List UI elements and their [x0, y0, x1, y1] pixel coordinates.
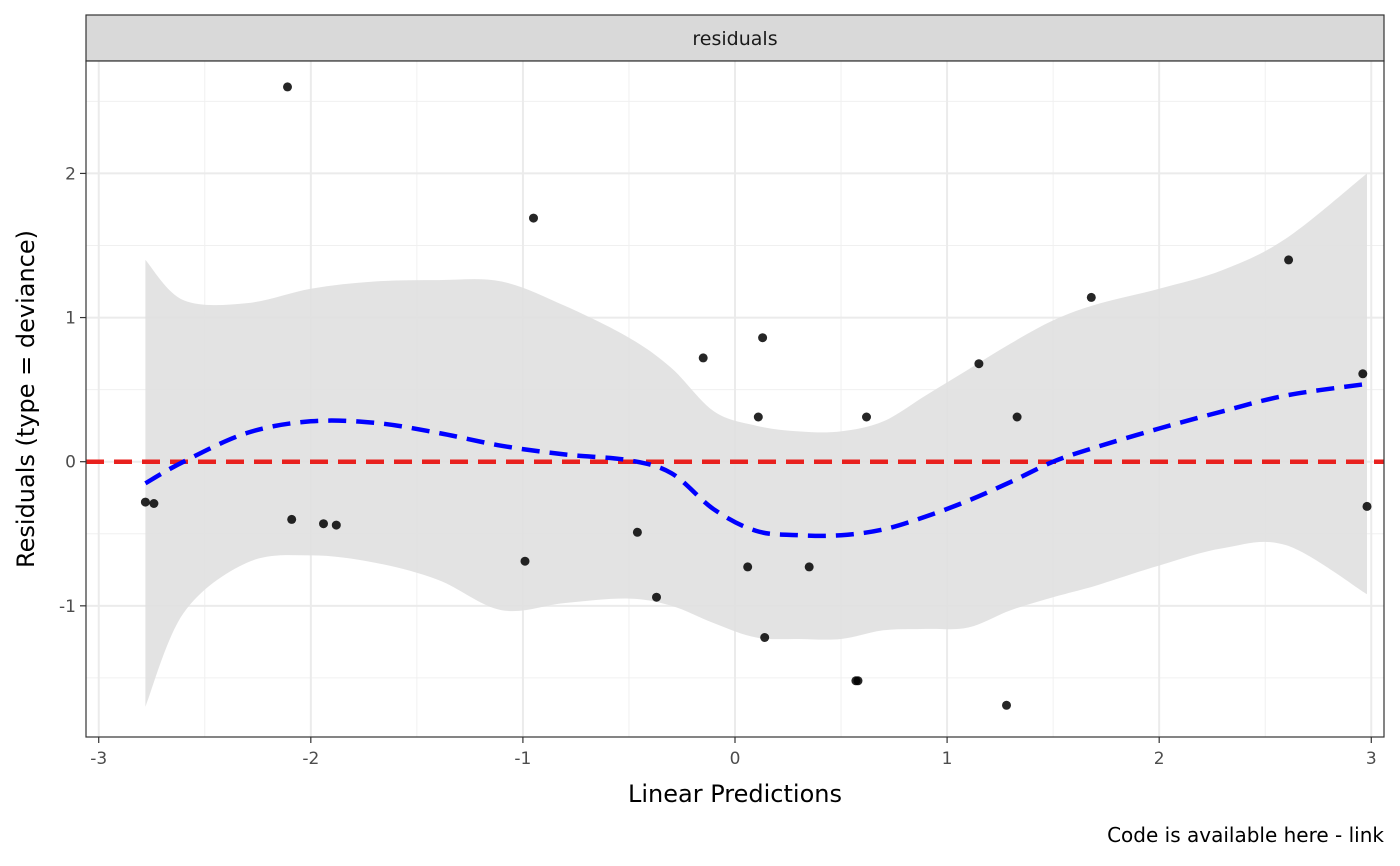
residual-point	[853, 676, 863, 686]
residual-point	[319, 519, 328, 529]
x-tick-label: 1	[942, 749, 953, 769]
residual-point	[1362, 501, 1372, 511]
y-tick-label: 2	[65, 164, 76, 184]
chart-caption: Code is available here - link	[1107, 823, 1384, 847]
residual-point	[652, 592, 661, 602]
residual-point	[529, 213, 538, 223]
residual-point	[760, 633, 770, 642]
residual-point	[287, 514, 297, 524]
x-axis-ticks: -3 -2 -1 0 1 2 3	[90, 737, 1377, 769]
smooth-line	[144, 381, 1368, 539]
y-tick-label: 0	[65, 453, 76, 473]
y-tick-label: 1	[65, 309, 76, 329]
residual-point	[804, 562, 814, 572]
residual-point	[862, 412, 871, 422]
residual-point	[1086, 292, 1096, 302]
residual-point	[1358, 369, 1368, 379]
residual-point	[1284, 255, 1294, 265]
y-tick-label: -1	[59, 597, 76, 617]
residual-point	[331, 520, 341, 530]
x-tick-label: 2	[1154, 749, 1165, 769]
residual-point	[632, 527, 642, 537]
residual-point	[974, 359, 984, 369]
x-tick-label: -2	[302, 749, 319, 769]
residual-point	[698, 353, 708, 363]
residual-point	[758, 333, 768, 343]
residual-point	[753, 412, 763, 422]
residual-point	[283, 82, 292, 92]
residual-point	[149, 499, 159, 508]
residual-point	[1012, 412, 1022, 422]
strip-background	[85, 14, 1385, 62]
x-axis-title: Linear Predictions	[628, 780, 842, 808]
residual-point	[140, 497, 150, 507]
confidence-band	[145, 173, 1367, 707]
x-tick-label: -1	[514, 749, 531, 769]
x-tick-label: 0	[730, 749, 741, 769]
residual-points	[140, 82, 1372, 710]
residual-point	[1002, 700, 1011, 710]
y-axis-ticks: -1 0 1 2	[59, 164, 86, 617]
facet-label: residuals	[692, 28, 777, 50]
residual-point	[743, 562, 753, 572]
x-tick-label: 3	[1366, 749, 1377, 769]
x-tick-label: -3	[90, 749, 107, 769]
residual-point	[520, 556, 530, 566]
y-axis-title: Residuals (type = deviance)	[12, 230, 40, 568]
